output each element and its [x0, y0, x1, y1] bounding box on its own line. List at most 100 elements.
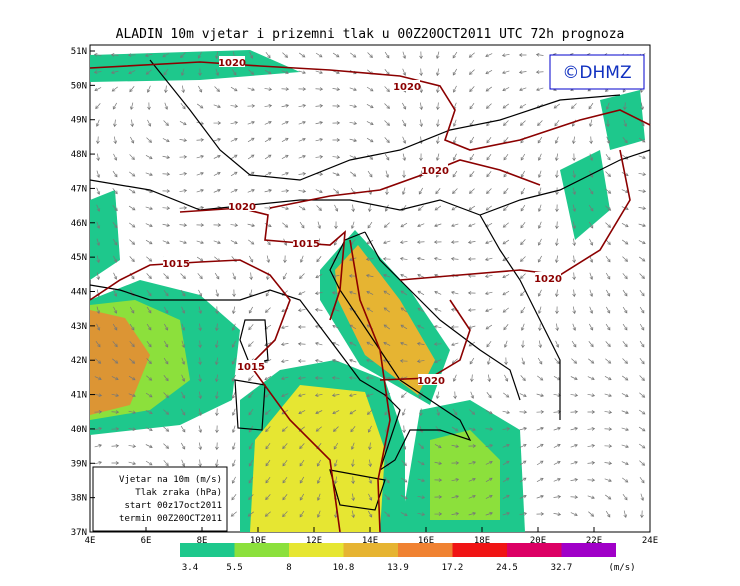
wind-arrow — [570, 512, 578, 517]
wind-arrow — [486, 153, 492, 161]
wind-arrow — [520, 170, 525, 178]
wind-arrow — [467, 308, 476, 312]
wind-arrow — [365, 257, 374, 261]
wind-arrow — [197, 51, 202, 59]
wind-arrow — [605, 171, 611, 177]
wind-arrow — [163, 426, 170, 432]
wind-arrow — [419, 102, 424, 111]
wind-arrow — [96, 153, 100, 162]
wind-arrow — [283, 255, 287, 264]
wind-arrow — [196, 171, 204, 176]
wind-arrow — [162, 223, 171, 228]
wind-arrow — [484, 291, 493, 296]
wind-arrow — [94, 87, 102, 92]
wind-arrows — [93, 51, 647, 519]
wind-arrow — [417, 460, 425, 466]
wind-arrow — [112, 358, 119, 364]
wind-arrow — [419, 153, 423, 162]
wind-arrow — [110, 53, 119, 57]
wind-arrow — [298, 189, 307, 193]
lon-label: 6E — [141, 536, 152, 546]
shade — [335, 245, 435, 395]
wind-arrow — [198, 340, 202, 349]
wind-arrow — [163, 68, 169, 76]
wind-arrow — [436, 136, 440, 145]
wind-arrow — [179, 120, 187, 126]
wind-arrow — [247, 511, 254, 517]
wind-arrow — [604, 393, 612, 398]
wind-arrow — [503, 120, 509, 126]
isobar-label: 1020 — [218, 58, 246, 69]
wind-arrow — [95, 119, 100, 127]
wind-arrow — [502, 460, 510, 466]
wind-arrow — [485, 494, 493, 499]
wind-arrow — [111, 427, 120, 431]
wind-arrow — [145, 154, 153, 160]
wind-arrow — [553, 426, 561, 431]
wind-arrow — [181, 357, 186, 365]
wind-arrow — [129, 102, 134, 111]
wind-arrow — [537, 136, 543, 144]
wind-arrow — [588, 341, 594, 348]
wind-arrow — [621, 410, 629, 415]
isobar-label-bg — [418, 374, 444, 385]
wind-arrow — [248, 494, 254, 501]
wind-arrow — [385, 187, 389, 196]
wind-arrow — [181, 85, 186, 94]
wind-arrow — [383, 222, 390, 228]
wind-arrow — [402, 425, 406, 434]
colorbar-label: 8 — [286, 563, 291, 573]
wind-arrow — [249, 272, 253, 281]
wind-arrow — [332, 87, 341, 92]
wind-arrow — [502, 222, 509, 228]
wind-arrow — [640, 102, 645, 111]
wind-arrow — [282, 511, 288, 518]
wind-arrow — [572, 272, 576, 281]
wind-arrow — [94, 426, 103, 431]
wind-arrow — [179, 240, 187, 245]
wind-arrow — [230, 137, 238, 142]
wind-arrow — [605, 358, 612, 364]
wind-arrow — [605, 188, 612, 194]
wind-arrow — [180, 289, 186, 297]
wind-arrow — [638, 137, 646, 143]
wind-arrow — [537, 357, 543, 365]
wind-arrow — [163, 460, 169, 467]
wind-arrow — [350, 221, 355, 229]
wind-arrow — [162, 206, 171, 210]
wind-arrow — [215, 51, 219, 60]
wind-arrow — [537, 120, 543, 127]
colorbar-swatch — [343, 543, 398, 557]
wind-arrow — [348, 376, 357, 380]
lat-label: 39N — [71, 459, 87, 469]
wind-arrow — [366, 393, 374, 398]
wind-arrow — [451, 342, 459, 347]
wind-arrow — [129, 306, 135, 314]
wind-arrow — [128, 461, 137, 466]
wind-arrow — [145, 206, 153, 211]
wind-arrow — [639, 323, 645, 331]
border — [479, 214, 561, 420]
wind-arrow — [146, 273, 152, 280]
wind-arrow — [572, 204, 577, 213]
isobar-label-bg — [535, 272, 561, 283]
wind-arrow — [572, 306, 577, 315]
wind-arrow — [281, 189, 290, 193]
wind-arrow — [572, 153, 576, 162]
wind-arrow — [435, 188, 441, 195]
wind-arrow — [383, 324, 391, 330]
wind-arrow — [468, 223, 476, 228]
wind-arrow — [332, 155, 341, 159]
wind-arrow — [94, 460, 103, 465]
wind-arrow — [419, 68, 423, 77]
colorbar: 3.4 5.5 8 10.8 13.9 17.2 24.5 32.7 (m/s) — [180, 543, 636, 573]
wind-arrow — [282, 494, 288, 501]
wind-arrow — [589, 136, 593, 145]
info-line: Tlak zraka (hPa) — [135, 488, 222, 498]
wind-arrow — [485, 86, 493, 92]
wind-arrow — [537, 221, 542, 229]
wind-arrow — [332, 172, 340, 177]
wind-arrow — [299, 221, 305, 229]
wind-arrow — [434, 307, 442, 312]
island — [234, 379, 266, 431]
